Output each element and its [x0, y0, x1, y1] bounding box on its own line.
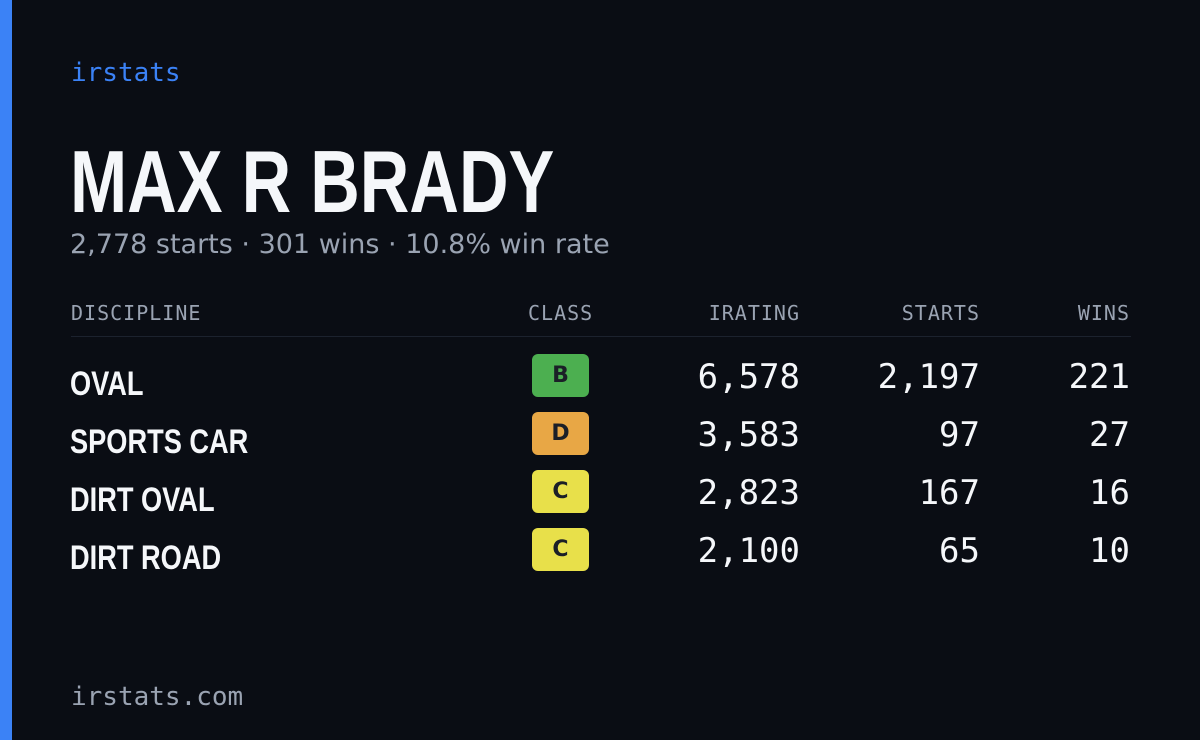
starts-value: 2,197 [877, 357, 980, 397]
class-badge: C [532, 470, 589, 513]
irating-value: 2,100 [697, 531, 800, 571]
footer-site-url: irstats.com [71, 682, 244, 712]
wins-value: 27 [1089, 415, 1130, 455]
class-badge: C [532, 528, 589, 571]
class-badge: B [532, 354, 589, 397]
discipline-name: OVAL [70, 365, 144, 403]
header-wins: WINS [1077, 301, 1130, 325]
header-irating: IRATING [708, 301, 800, 325]
class-badge: D [532, 412, 589, 455]
header-class: CLASS [528, 301, 594, 325]
player-name: MAX R BRADY [70, 132, 555, 231]
discipline-name: DIRT OVAL [70, 481, 215, 519]
irating-value: 6,578 [697, 357, 800, 397]
discipline-name: SPORTS CAR [70, 423, 249, 461]
header-discipline: DISCIPLINE [71, 301, 202, 325]
discipline-name: DIRT ROAD [70, 539, 222, 577]
wins-value: 16 [1089, 473, 1130, 513]
starts-value: 167 [918, 473, 980, 513]
wins-value: 221 [1068, 357, 1130, 397]
table-row: DIRT OVAL C 2,823 167 16 [0, 466, 1200, 524]
starts-value: 65 [939, 531, 980, 571]
accent-bar [0, 0, 12, 740]
brand-logo-text: irstats [71, 58, 181, 88]
stats-table: OVAL B 6,578 2,197 221 SPORTS CAR D 3,58… [0, 350, 1200, 582]
wins-value: 10 [1089, 531, 1130, 571]
header-starts: STARTS [901, 301, 980, 325]
table-row: DIRT ROAD C 2,100 65 10 [0, 524, 1200, 582]
player-summary: 2,778 starts · 301 wins · 10.8% win rate [70, 229, 610, 260]
header-divider [71, 336, 1131, 337]
table-row: SPORTS CAR D 3,583 97 27 [0, 408, 1200, 466]
irating-value: 3,583 [697, 415, 800, 455]
starts-value: 97 [939, 415, 980, 455]
irating-value: 2,823 [697, 473, 800, 513]
table-row: OVAL B 6,578 2,197 221 [0, 350, 1200, 408]
